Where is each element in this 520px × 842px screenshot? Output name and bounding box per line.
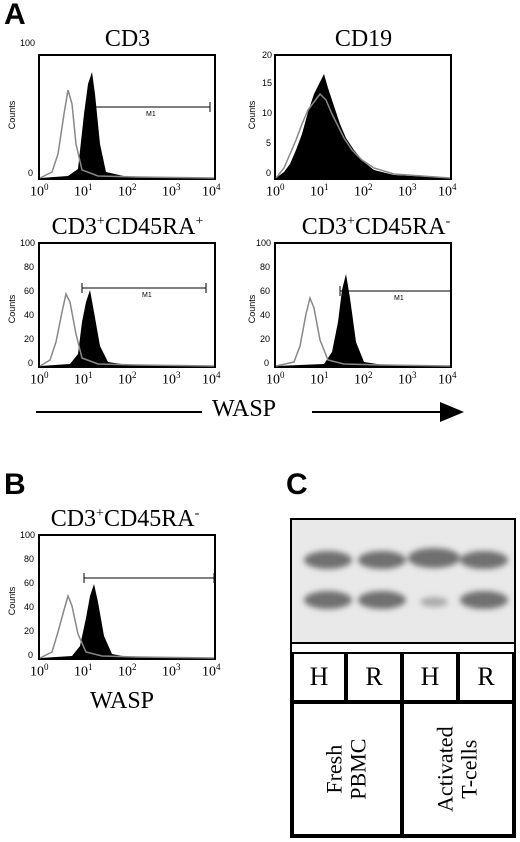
blot-table bbox=[290, 518, 516, 838]
ytick-b-60: 60 bbox=[24, 578, 35, 588]
wasp-arrow bbox=[36, 402, 464, 422]
ytick-b-20: 20 bbox=[24, 626, 35, 636]
ytick-b-0: 0 bbox=[28, 650, 34, 660]
ytick-pos-100: 100 bbox=[20, 238, 36, 248]
group-fresh-pbmc: Fresh PBMC bbox=[292, 702, 402, 836]
xtick-row-cd3-cd45ra-neg: 100 101 102 103 104 bbox=[266, 370, 457, 388]
hist-title-cd3: CD3 bbox=[104, 26, 151, 52]
control-histogram bbox=[39, 291, 215, 367]
ytick-b-100: 100 bbox=[20, 530, 36, 540]
ytick-cd3-zero: 0 bbox=[28, 168, 34, 178]
xtick-row-b: 100 101 102 103 104 bbox=[30, 662, 221, 680]
filled-histogram bbox=[40, 72, 214, 178]
ytick-pos-80: 80 bbox=[24, 262, 35, 272]
filled-histogram bbox=[40, 290, 214, 366]
xtick-row-cd3: 100 101 102 103 104 bbox=[30, 182, 221, 200]
lane-label-3: H bbox=[402, 652, 458, 702]
ylabel-cd19: Counts bbox=[247, 100, 257, 130]
lane-label-2: R bbox=[346, 652, 402, 702]
hist-plot-cd19 bbox=[274, 54, 452, 180]
filled-histogram bbox=[40, 584, 214, 658]
ytick-neg-40: 40 bbox=[260, 310, 271, 320]
lane-label-4: R bbox=[458, 652, 514, 702]
hist-title-cd3-cd45ra-neg: CD3+CD45RA- bbox=[301, 214, 451, 240]
ytick-pos-60: 60 bbox=[24, 286, 35, 296]
wasp-label-b: WASP bbox=[90, 688, 155, 714]
xtick-row-cd19: 100 101 102 103 104 bbox=[266, 182, 457, 200]
arrow-head-icon bbox=[440, 402, 464, 422]
ytick-neg-80: 80 bbox=[260, 262, 271, 272]
ytick-neg-100: 100 bbox=[256, 238, 272, 248]
filled-histogram bbox=[276, 74, 450, 178]
panel-letter-c: C bbox=[286, 468, 308, 501]
ytick-pos-0: 0 bbox=[28, 358, 34, 368]
control-histogram bbox=[275, 92, 451, 179]
gate-marker-label: M1 bbox=[142, 292, 152, 299]
ytick-neg-0: 0 bbox=[264, 358, 270, 368]
hist-title-cd3-cd45ra-pos: CD3+CD45RA+ bbox=[51, 214, 204, 240]
hist-title-b-cd3-cd45ra-neg: CD3+CD45RA- bbox=[50, 506, 200, 532]
filled-histogram bbox=[276, 274, 450, 366]
ytick-b-80: 80 bbox=[24, 554, 35, 564]
ylabel-cd3-cd45ra-neg: Counts bbox=[247, 294, 257, 324]
ytick-pos-40: 40 bbox=[24, 310, 35, 320]
hist-title-cd19: CD19 bbox=[334, 26, 393, 52]
hist-plot-cd3-cd45ra-pos: M1 bbox=[38, 242, 216, 368]
western-blot-image bbox=[292, 520, 514, 644]
control-histogram bbox=[275, 295, 451, 367]
ytick-neg-20: 20 bbox=[260, 334, 271, 344]
wasp-label-a: WASP bbox=[212, 396, 277, 422]
ytick-cd19-0: 0 bbox=[266, 168, 272, 178]
control-histogram bbox=[39, 593, 215, 659]
ytick-pos-20: 20 bbox=[24, 334, 35, 344]
ytick-b-40: 40 bbox=[24, 602, 35, 612]
lane-label-1: H bbox=[292, 652, 346, 702]
ytick-cd3-top: 100 bbox=[20, 38, 36, 48]
gate-marker-label: M1 bbox=[146, 111, 156, 118]
group-activated-t-cells: Activated T-cells bbox=[402, 702, 514, 836]
ytick-neg-60: 60 bbox=[260, 286, 271, 296]
ytick-cd19-15: 15 bbox=[262, 78, 273, 88]
ylabel-cd3-cd45ra-pos: Counts bbox=[7, 294, 17, 324]
hist-plot-b-cd3-cd45ra-neg bbox=[38, 534, 216, 660]
ylabel-cd3: Counts bbox=[7, 100, 17, 130]
control-histogram bbox=[39, 89, 215, 179]
ylabel-b: Counts bbox=[7, 586, 17, 616]
ytick-cd19-10: 10 bbox=[262, 108, 273, 118]
xtick-row-cd3-cd45ra-pos: 100 101 102 103 104 bbox=[30, 370, 221, 388]
gate-marker-label: M1 bbox=[394, 295, 404, 302]
hist-plot-cd3: M1 bbox=[38, 54, 216, 180]
hist-plot-cd3-cd45ra-neg: M1 bbox=[274, 242, 452, 368]
ytick-cd19-5: 5 bbox=[266, 138, 272, 148]
panel-letter-b: B bbox=[4, 468, 26, 501]
ytick-cd19-20: 20 bbox=[262, 50, 273, 60]
panel-letter-a: A bbox=[4, 0, 26, 31]
